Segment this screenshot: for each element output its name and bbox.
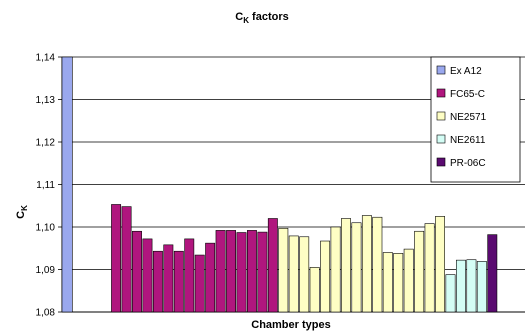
- legend-label: PR-06C: [450, 158, 486, 169]
- y-tick-label: 1,11: [36, 180, 55, 191]
- chart-title: CK factors: [235, 11, 288, 25]
- bar: [267, 218, 278, 313]
- bar: [288, 235, 299, 313]
- chart-title-sub: K: [243, 16, 249, 25]
- y-tick-label: 1,08: [36, 308, 56, 319]
- bar: [466, 259, 477, 313]
- bar: [372, 216, 383, 313]
- legend-swatch: [436, 111, 446, 121]
- y-axis-label-sub: K: [20, 205, 29, 211]
- bar: [351, 222, 362, 313]
- bar: [320, 240, 331, 313]
- bar: [455, 259, 466, 313]
- bar: [121, 206, 132, 313]
- y-tick-label: 1,12: [36, 138, 56, 149]
- bar: [61, 56, 73, 313]
- legend-swatch: [436, 157, 446, 167]
- legend-label: NE2611: [450, 135, 486, 146]
- bar: [361, 215, 372, 313]
- bar: [476, 261, 487, 313]
- bar: [247, 230, 257, 313]
- bar: [142, 238, 153, 313]
- bar: [424, 223, 435, 313]
- legend-swatch: [436, 88, 446, 98]
- bar: [205, 242, 216, 313]
- bar: [194, 254, 205, 313]
- bar: [257, 231, 268, 313]
- legend-label: NE2571: [450, 112, 487, 123]
- bar: [236, 232, 247, 313]
- legend-swatch: [436, 134, 446, 144]
- bar: [393, 253, 404, 313]
- bar: [487, 234, 498, 313]
- bar: [309, 267, 320, 313]
- chart-title-rest: factors: [249, 11, 289, 23]
- bar: [226, 230, 236, 313]
- y-axis-label: CK: [15, 205, 29, 219]
- y-tick-label: 1,09: [36, 265, 56, 276]
- bar: [111, 204, 122, 313]
- y-tick-label: 1,13: [36, 95, 56, 106]
- chart-title-main: C: [235, 11, 243, 23]
- bar: [341, 218, 351, 313]
- bar: [132, 230, 142, 313]
- plot-area: 1,08 1,09 1,10 1,11 1,12 1,13 1,14: [36, 53, 525, 319]
- legend-swatch: [436, 65, 446, 75]
- legend: Ex A12 FC65-C NE2571 NE2611 PR-06C: [430, 56, 521, 183]
- y-axis-label-main: C: [15, 211, 27, 219]
- bar: [445, 274, 456, 313]
- legend-label: FC65-C: [450, 89, 485, 100]
- y-tick-label: 1,10: [36, 223, 56, 234]
- bar: [382, 252, 393, 313]
- x-axis-label: Chamber types: [251, 319, 330, 331]
- bar: [330, 226, 341, 313]
- bar: [299, 236, 310, 313]
- bar: [152, 250, 163, 313]
- bar: [184, 238, 195, 313]
- bar: [403, 248, 414, 313]
- bar: [163, 244, 174, 313]
- bar: [414, 230, 425, 313]
- bar: [173, 250, 184, 313]
- legend-label: Ex A12: [450, 66, 482, 77]
- bar: [215, 230, 226, 313]
- legend-box: [430, 56, 521, 183]
- y-tick-label: 1,14: [36, 53, 56, 64]
- bar: [278, 227, 289, 313]
- bar: [435, 216, 445, 313]
